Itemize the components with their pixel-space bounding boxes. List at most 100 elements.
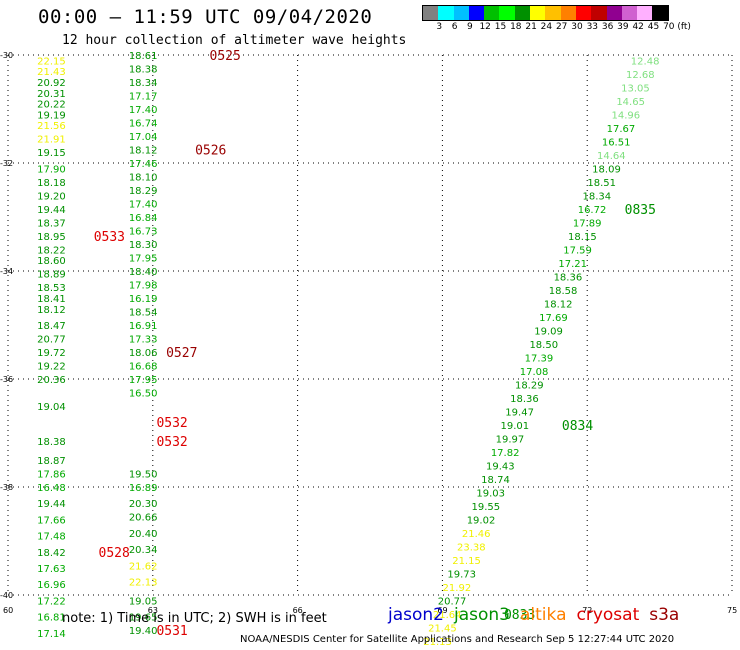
swh-value: 20.77 [37, 335, 66, 346]
legend-label: 24 [540, 22, 553, 32]
swh-value: 19.01 [500, 421, 529, 432]
legend-label: 6 [451, 22, 458, 32]
swh-value: 17.90 [37, 164, 66, 175]
swh-value: 20.66 [129, 513, 158, 524]
pass-time-label: 0533 [94, 230, 125, 245]
page-title: 00:00 – 11:59 UTC 09/04/2020 [38, 6, 373, 28]
swh-value: 18.36 [554, 272, 583, 283]
swh-value: 16.51 [602, 137, 631, 148]
swh-value: 20.31 [37, 89, 66, 100]
satellite-name-cryosat: cryosat [576, 605, 640, 625]
x-tick-label: 66 [293, 606, 303, 615]
legend-label: 42 [632, 22, 644, 32]
swh-value: 17.46 [129, 159, 158, 170]
swh-value: 16.19 [129, 294, 158, 305]
swh-value: 17.69 [539, 313, 568, 324]
swh-value: 19.20 [37, 191, 66, 202]
swh-value: 19.05 [129, 596, 158, 607]
swh-value: 21.91 [37, 135, 66, 146]
swh-value: 18.29 [515, 380, 544, 391]
pass-time-label: 0532 [156, 416, 187, 431]
swh-value: 12.68 [626, 70, 655, 81]
color-scale-labels: 3 6 9 12 15 18 21 24 27 30 33 36 39 42 45 70 (ft) [422, 22, 732, 34]
swh-value: 20.77 [438, 596, 467, 607]
swh-value: 20.40 [129, 529, 158, 540]
swh-value: 20.36 [37, 375, 66, 386]
swh-value: 16.68 [129, 362, 158, 373]
swh-value: 12.48 [631, 56, 660, 67]
swh-value: 18.34 [583, 191, 612, 202]
swh-value: 21.92 [443, 583, 472, 594]
swh-value: 18.36 [510, 394, 539, 405]
swh-value: 19.44 [37, 205, 66, 216]
swh-value: 17.82 [491, 448, 520, 459]
swh-value: 18.30 [129, 240, 158, 251]
satellite-name-jason2: jason2 [388, 605, 444, 625]
satellite-name-altika: altika [520, 605, 567, 625]
swh-value: 19.04 [37, 402, 66, 413]
y-tick-label: -38 [0, 483, 13, 492]
swh-value: 17.40 [129, 200, 158, 211]
legend-label: 39 [617, 22, 629, 32]
swh-value: 18.74 [481, 475, 510, 486]
swh-value: 19.72 [37, 348, 66, 359]
swh-value: 13.05 [621, 83, 650, 94]
legend-swatch [468, 6, 485, 20]
swh-value: 21.56 [37, 121, 66, 132]
swh-value: 19.15 [37, 148, 66, 159]
legend-swatch [545, 6, 561, 20]
x-tick-label: 69 [437, 606, 447, 615]
x-tick-label: 63 [148, 606, 158, 615]
pass-time-label: 0525 [210, 49, 241, 64]
swh-value: 17.95 [129, 254, 158, 265]
swh-value: 19.47 [505, 407, 534, 418]
pass-time-label: 0528 [99, 546, 130, 561]
swh-value: 19.03 [476, 488, 505, 499]
legend-swatch [514, 6, 531, 20]
swh-value: 17.40 [129, 105, 158, 116]
swh-value: 16.84 [129, 213, 158, 224]
x-tick-label: 60 [3, 606, 13, 615]
swh-value: 19.43 [486, 461, 515, 472]
swh-value: 18.60 [37, 256, 66, 267]
pass-time-label: 0834 [562, 419, 593, 434]
swh-value: 16.74 [129, 119, 158, 130]
swh-value: 21.43 [37, 67, 66, 78]
satellite-name-s3a: s3a [649, 605, 680, 625]
swh-value: 16.72 [578, 205, 607, 216]
legend-swatch [438, 6, 454, 20]
swh-value: 21.62 [129, 561, 158, 572]
legend-label: 36 [601, 22, 614, 32]
swh-value: 17.66 [37, 515, 66, 526]
swh-value: 18.22 [37, 245, 66, 256]
swh-value: 17.95 [129, 375, 158, 386]
legend-label: 3 [436, 22, 443, 32]
y-tick-label: -32 [0, 159, 13, 168]
color-scale-legend [422, 5, 669, 21]
y-tick-label: -34 [0, 267, 13, 276]
legend-label: 21 [525, 22, 537, 32]
swh-value: 18.38 [129, 65, 158, 76]
swh-value: 17.48 [37, 532, 66, 543]
swh-value: 18.58 [549, 286, 578, 297]
swh-value: 18.29 [129, 186, 158, 197]
swh-value: 21.64 [433, 610, 462, 621]
swh-value: 18.51 [587, 178, 616, 189]
x-tick-label: 75 [727, 606, 737, 615]
swh-value: 21.45 [428, 623, 457, 634]
swh-value: 18.09 [592, 164, 621, 175]
pass-time-label: 0531 [156, 624, 187, 639]
pass-time-label: 0526 [195, 144, 226, 159]
swh-value: 17.86 [37, 470, 66, 481]
swh-value: 18.37 [37, 218, 66, 229]
pass-time-label: 0833 [504, 608, 535, 623]
y-tick-label: -40 [0, 591, 13, 600]
swh-value: 16.48 [37, 483, 66, 494]
footer-credit: NOAA/NESDIS Center for Satellite Applica… [240, 634, 675, 645]
pass-time-label: 0835 [625, 203, 656, 218]
swh-value: 19.22 [37, 362, 66, 373]
legend-label: 27 [555, 22, 568, 32]
swh-value: 17.33 [129, 335, 158, 346]
swh-value: 18.87 [37, 456, 66, 467]
swh-value: 14.96 [611, 110, 640, 121]
